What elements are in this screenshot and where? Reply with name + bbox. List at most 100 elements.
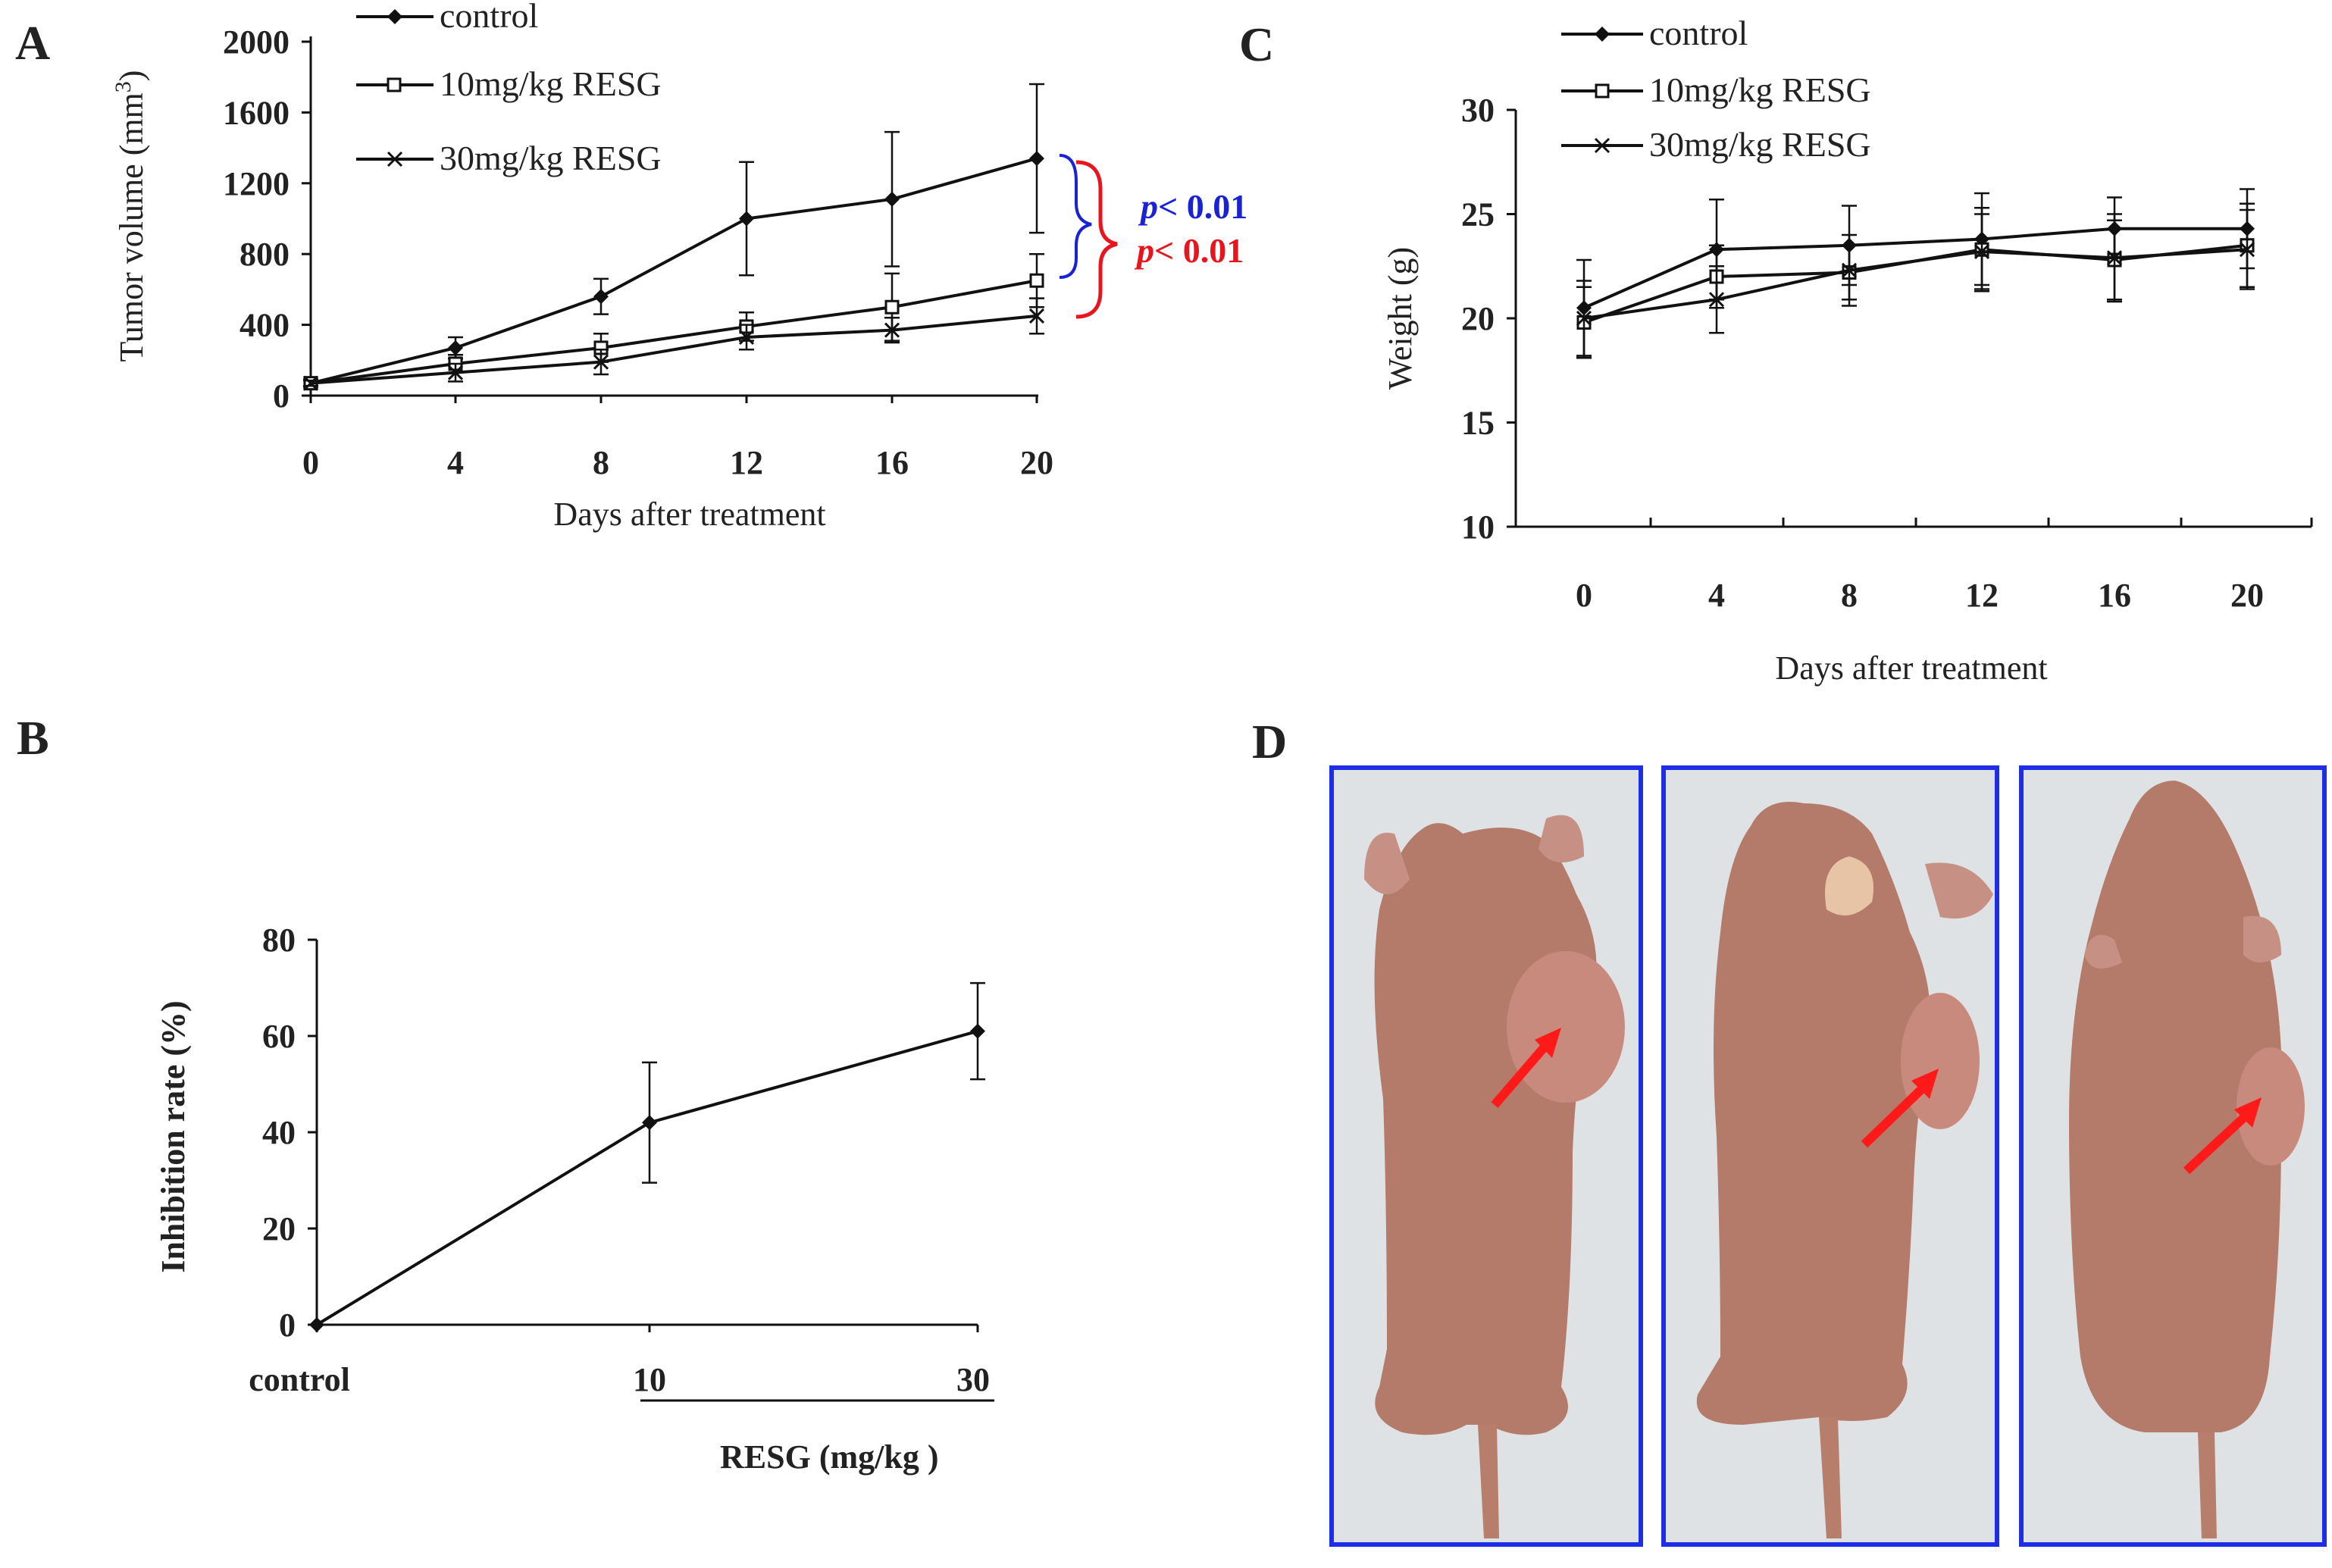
tumor-arrow-3-head bbox=[2234, 1097, 2262, 1128]
p-value-red: p< 0.01 bbox=[1134, 231, 1244, 270]
panel-a-series-2-point-2 bbox=[593, 354, 609, 370]
panel-c-xtick-label-2: 8 bbox=[1841, 577, 1858, 614]
tumor-arrow-2-head bbox=[1911, 1069, 1939, 1099]
panel-a-xtick-label-4: 16 bbox=[875, 444, 909, 481]
mouse-photo-30mg bbox=[2019, 765, 2327, 1547]
panel-b-ytick-label-1: 20 bbox=[262, 1210, 296, 1247]
panel-c-ticks: 10 15 20 25 30 0 4 8 12 16 20 bbox=[1461, 92, 2313, 614]
panel-letter-c: C bbox=[1239, 17, 1274, 71]
legend-a-30mg-marker bbox=[387, 151, 403, 167]
ear-3-left bbox=[2084, 934, 2122, 969]
panel-d: D bbox=[1252, 715, 2327, 1547]
legend-c-10mg-label: 10mg/kg RESG bbox=[1649, 70, 1871, 109]
panel-a-series-0-point-2 bbox=[593, 289, 609, 305]
panel-c-legend: control 10mg/kg RESG 30mg/kg RESG bbox=[1561, 14, 1871, 164]
panel-c-series-0-line bbox=[1583, 227, 2247, 310]
panel-a-series-1-line bbox=[310, 279, 1038, 385]
panel-c-series bbox=[1576, 188, 2255, 359]
panel-c-series-2-point-1 bbox=[1708, 292, 1725, 308]
tumor-3 bbox=[2237, 1047, 2305, 1166]
panel-a-legend: control 10mg/kg RESG 30mg/kg RESG bbox=[356, 0, 662, 177]
panel-b-axes bbox=[315, 940, 994, 1402]
panel-a-ytick-label-4: 1600 bbox=[223, 94, 290, 131]
tumor-arrow-1-head bbox=[1535, 1028, 1561, 1058]
panel-a-series bbox=[302, 83, 1045, 391]
panel-b-series-0-line bbox=[315, 1029, 978, 1326]
panel-a-xtick-label-3: 12 bbox=[730, 444, 763, 481]
panel-c-ytick-label-2: 20 bbox=[1461, 300, 1495, 337]
panel-b-series-0-point-0 bbox=[309, 1317, 324, 1332]
panel-b-xtick-label-0: control bbox=[249, 1361, 350, 1398]
panel-c-xtick-label-5: 20 bbox=[2230, 577, 2264, 614]
panel-a-series-0-point-1 bbox=[448, 340, 463, 355]
panel-a-y-label-sup: 3 bbox=[111, 81, 136, 92]
legend-a-10mg-marker bbox=[387, 77, 402, 92]
panel-c-series-2-point-2 bbox=[1841, 262, 1858, 278]
panel-c-series-2-point-5 bbox=[2239, 242, 2255, 258]
legend-a-control-label: control bbox=[440, 0, 538, 35]
tumor-arrow-1 bbox=[1491, 1037, 1554, 1108]
panel-b-ytick-label-4: 80 bbox=[262, 922, 296, 959]
panel-b-x-label: RESG (mg/kg ) bbox=[720, 1438, 938, 1476]
panel-b-series-0-point-1 bbox=[642, 1115, 657, 1131]
panel-a-series-0-point-5 bbox=[1029, 151, 1044, 167]
panel-c-xtick-label-0: 0 bbox=[1576, 577, 1592, 614]
panel-letter-a: A bbox=[15, 16, 50, 70]
panel-c-ytick-label-0: 10 bbox=[1461, 509, 1495, 546]
p-value-red-text: < 0.01 bbox=[1154, 231, 1244, 270]
panel-a-ytick-label-1: 400 bbox=[239, 307, 290, 344]
panel-a-y-label-close: ) bbox=[113, 70, 150, 82]
tumor-arrow-2 bbox=[1861, 1078, 1933, 1148]
legend-a-control-marker bbox=[387, 9, 402, 24]
panel-b: B 0 20 40 60 80 control 10 30 RESG (mg/kg ) Inh… bbox=[17, 711, 994, 1476]
panel-a-series-2-line bbox=[310, 314, 1038, 385]
legend-c-control-marker bbox=[1595, 27, 1610, 42]
panel-letter-d: D bbox=[1252, 715, 1287, 768]
panel-c-series-2-line bbox=[1583, 248, 2248, 320]
panel-a-ticks: 0 400 800 1200 1600 2000 0 4 8 12 16 20 bbox=[223, 23, 1053, 481]
panel-a-ytick-label-3: 1200 bbox=[223, 165, 290, 202]
panel-c-y-label: Weight (g) bbox=[1382, 247, 1419, 390]
panel-a-xtick-label-1: 4 bbox=[447, 444, 464, 481]
panel-c-x-label: Days after treatment bbox=[1775, 649, 2047, 687]
panel-letter-b: B bbox=[17, 711, 49, 765]
ear-2-left bbox=[1825, 856, 1873, 915]
tumor-2 bbox=[1901, 993, 1980, 1129]
mouse-photo-control bbox=[1329, 765, 1643, 1547]
panel-c-axes bbox=[1514, 110, 2312, 528]
p-value-blue: p< 0.01 bbox=[1138, 187, 1247, 226]
panel-a-series-2-point-1 bbox=[447, 365, 464, 380]
panel-c-ytick-label-3: 25 bbox=[1461, 196, 1495, 233]
panel-a-series-2-point-0 bbox=[302, 375, 319, 391]
legend-c-control-label: control bbox=[1649, 14, 1748, 52]
panel-a-xtick-label-5: 20 bbox=[1020, 444, 1053, 481]
panel-c-xtick-label-1: 4 bbox=[1708, 577, 1725, 614]
panel-c-xtick-label-4: 16 bbox=[2098, 577, 2131, 614]
panel-a-y-label-main: Tumor volume (mm bbox=[113, 92, 150, 361]
tail-3 bbox=[2198, 1432, 2217, 1538]
panel-b-series bbox=[309, 981, 985, 1332]
panel-b-xtick-label-1: 10 bbox=[633, 1361, 666, 1398]
panel-c-series-2-point-0 bbox=[1576, 310, 1592, 327]
ear-2-right bbox=[1925, 862, 1993, 919]
panel-a-xtick-label-0: 0 bbox=[302, 444, 319, 481]
mouse-photo-10mg bbox=[1661, 765, 1999, 1547]
panel-b-ytick-label-0: 0 bbox=[279, 1307, 296, 1344]
p-value-red-prefix: p bbox=[1134, 231, 1154, 270]
panel-a-series-1-point-4 bbox=[884, 299, 900, 315]
panel-b-xtick-label-2: 30 bbox=[956, 1361, 990, 1398]
red-significance-brace bbox=[1075, 160, 1118, 319]
mouse-body-3 bbox=[2069, 781, 2283, 1432]
panel-a-series-1-point-5 bbox=[1029, 273, 1044, 288]
panel-a-series-0-line bbox=[310, 157, 1038, 385]
legend-c-10mg-marker bbox=[1595, 83, 1610, 99]
blue-significance-brace bbox=[1059, 154, 1092, 279]
legend-a-30mg-label: 30mg/kg RESG bbox=[440, 139, 662, 177]
panel-c-series-2-point-3 bbox=[1974, 243, 1990, 260]
panel-a-series-2-point-5 bbox=[1028, 308, 1045, 324]
panel-c: C 10 15 20 25 30 0 4 8 12 16 20 Days after treatme… bbox=[1239, 14, 2313, 687]
p-value-blue-prefix: p bbox=[1138, 187, 1158, 226]
panel-b-ytick-label-3: 60 bbox=[262, 1018, 296, 1055]
legend-c-30mg-label: 30mg/kg RESG bbox=[1649, 125, 1871, 164]
panel-b-ticks: 0 20 40 60 80 control 10 30 bbox=[249, 922, 990, 1398]
